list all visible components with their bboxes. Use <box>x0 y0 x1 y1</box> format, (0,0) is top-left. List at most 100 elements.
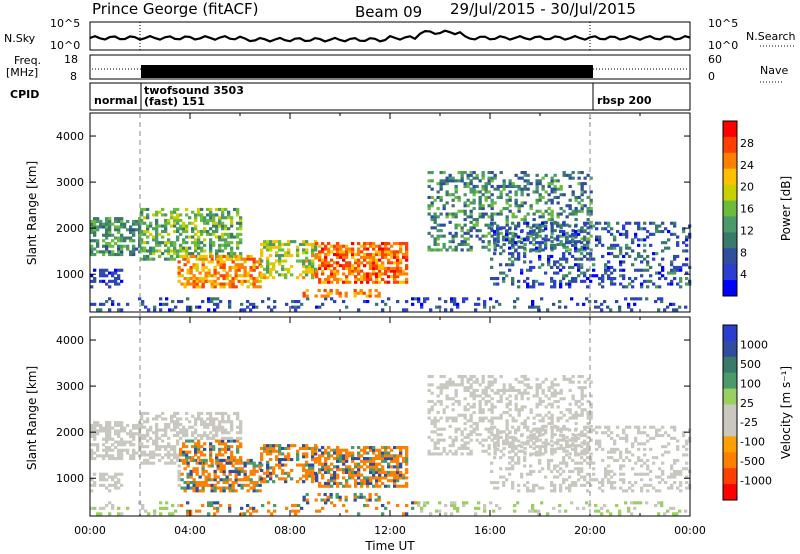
velocity-cell <box>583 452 587 456</box>
power-cell <box>302 240 306 244</box>
velocity-cell <box>538 449 542 453</box>
power-cell <box>456 302 460 306</box>
power-cell <box>369 242 373 246</box>
power-cell <box>239 221 243 225</box>
power-cell <box>90 239 94 243</box>
velocity-cell <box>176 456 180 460</box>
power-cell <box>167 232 171 236</box>
power-cell <box>550 179 554 183</box>
power-cell <box>206 218 210 222</box>
velocity-cell <box>186 483 190 487</box>
power-cell <box>550 221 554 225</box>
velocity-cell <box>532 486 536 490</box>
power-cell <box>475 223 479 227</box>
velocity-cell <box>348 484 352 488</box>
power-cell <box>685 249 689 253</box>
velocity-cell <box>655 434 659 438</box>
velocity-cell <box>562 456 566 460</box>
power-cell <box>547 198 551 202</box>
colorbar-swatch <box>723 136 737 154</box>
power-cell <box>448 179 452 183</box>
power-cell <box>366 300 370 304</box>
velocity-cell <box>216 467 220 471</box>
velocity-cell <box>493 446 497 450</box>
power-cell <box>152 252 156 256</box>
power-cell <box>266 265 270 269</box>
power-cell <box>387 258 391 262</box>
power-cell <box>390 255 394 259</box>
power-cell <box>502 271 506 275</box>
power-cell <box>194 227 198 231</box>
power-cell <box>369 264 373 268</box>
power-cell <box>493 187 497 191</box>
power-cell <box>351 253 355 257</box>
power-cell <box>405 272 409 276</box>
power-cell <box>550 176 554 180</box>
velocity-cell <box>311 466 315 470</box>
velocity-cell <box>580 461 584 465</box>
power-cell <box>607 224 611 228</box>
velocity-cell <box>327 465 331 469</box>
velocity-cell <box>132 426 136 430</box>
velocity-cell <box>294 509 298 513</box>
velocity-cell <box>496 438 500 442</box>
power-cell <box>460 179 464 183</box>
power-cell <box>538 209 542 213</box>
power-cell <box>390 253 394 257</box>
power-cell <box>323 289 327 293</box>
power-cell <box>532 190 536 194</box>
power-cell <box>640 254 644 258</box>
power-cell <box>182 246 186 250</box>
velocity-cell <box>348 473 352 477</box>
velocity-cell <box>102 475 106 479</box>
power-cell <box>219 260 223 264</box>
velocity-cell <box>206 434 210 438</box>
velocity-cell <box>342 457 346 461</box>
beam-label: Beam 09 <box>355 3 422 21</box>
velocity-cell <box>610 431 614 435</box>
velocity-cell <box>571 436 575 440</box>
velocity-cell <box>577 405 581 409</box>
velocity-cell <box>146 461 150 465</box>
velocity-cell <box>149 425 153 429</box>
velocity-cell <box>243 469 247 473</box>
power-cell <box>387 269 391 273</box>
power-cell <box>541 282 545 286</box>
power-cell <box>508 184 512 188</box>
velocity-cell <box>436 433 440 437</box>
velocity-cell <box>135 426 139 430</box>
velocity-cell <box>541 428 545 432</box>
power-cell <box>451 179 455 183</box>
velocity-cell <box>430 405 434 409</box>
power-cell <box>529 260 533 264</box>
velocity-cell <box>215 456 219 460</box>
power-cell <box>210 285 214 289</box>
velocity-cell <box>123 429 127 433</box>
velocity-cell <box>90 454 94 458</box>
velocity-cell <box>550 469 554 473</box>
power-cell <box>399 261 403 265</box>
power-cell <box>550 231 554 235</box>
velocity-cell <box>366 459 370 463</box>
velocity-cell <box>222 467 226 471</box>
velocity-cell <box>96 446 100 450</box>
velocity-cell <box>155 428 159 432</box>
velocity-cell <box>266 452 270 456</box>
velocity-cell <box>685 461 689 465</box>
velocity-cell <box>239 436 243 440</box>
power-cell <box>499 231 503 235</box>
velocity-cell <box>544 450 548 454</box>
power-cell <box>318 280 322 284</box>
velocity-cell <box>138 432 142 436</box>
velocity-cell <box>672 512 676 516</box>
velocity-cell <box>598 442 602 446</box>
velocity-cell <box>237 461 241 465</box>
power-cell <box>589 198 593 202</box>
power-cell <box>405 242 409 246</box>
velocity-cell <box>511 467 515 471</box>
velocity-cell <box>138 423 142 427</box>
power-cell <box>469 187 473 191</box>
velocity-cell <box>96 423 100 427</box>
power-cell <box>126 219 130 223</box>
